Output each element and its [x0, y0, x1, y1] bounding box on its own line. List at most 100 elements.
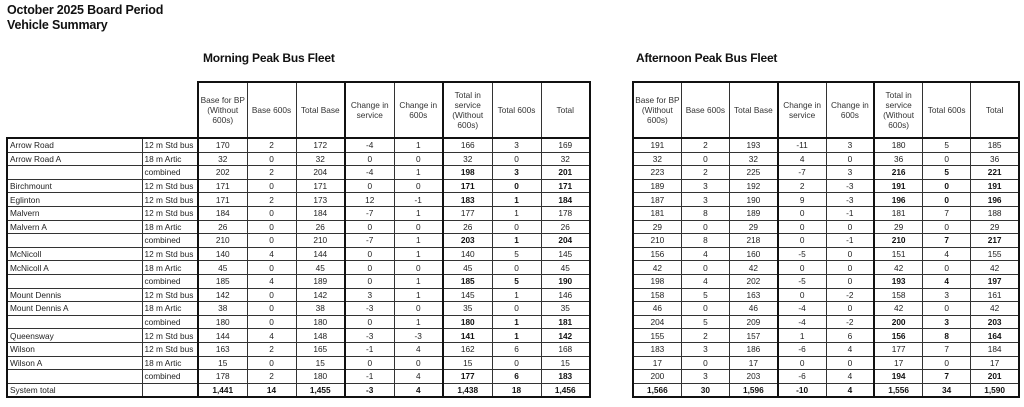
- cell-total-base: 15: [295, 355, 346, 371]
- cell-total-base: 189: [728, 205, 779, 221]
- cell-total-in-service-without-600s: 15: [442, 355, 493, 371]
- cell-change-in-600s: 3: [825, 165, 875, 180]
- cell-total-base: 17: [728, 355, 779, 371]
- cell-base-for-bp-without-600s: 183: [631, 341, 682, 357]
- cell-base-600s: 0: [680, 151, 731, 167]
- cell-change-in-600s: 4: [393, 369, 444, 384]
- cell-base-600s: 2: [246, 192, 297, 207]
- cell-change-in-600s: 0: [825, 273, 875, 289]
- depot-name: Wilson: [6, 341, 143, 357]
- cell-total: 36: [970, 151, 1021, 167]
- cell-change-in-service: -4: [344, 165, 395, 180]
- cell-base-for-bp-without-600s: 46: [631, 301, 682, 316]
- cell-total: 201: [970, 369, 1021, 384]
- vehicle-type: combined: [141, 165, 199, 180]
- vehicle-type: 18 m Artic: [141, 151, 199, 167]
- cell-total-base: 202: [728, 273, 779, 289]
- cell-total-600s: 1: [491, 287, 542, 303]
- cell-change-in-service: 0: [776, 205, 827, 221]
- report-title: October 2025 Board Period Vehicle Summar…: [7, 3, 163, 33]
- cell-change-in-service: 9: [776, 192, 827, 207]
- table-row: 42 0 42 0 0 42 0 42: [631, 260, 1021, 275]
- cell-base-600s: 0: [246, 287, 297, 303]
- cell-total-in-service-without-600s: 177: [873, 341, 924, 357]
- cell-total: 1,456: [540, 382, 591, 399]
- cell-base-600s: 8: [680, 233, 731, 248]
- cell-change-in-600s: -1: [825, 205, 875, 221]
- cell-change-in-600s: 4: [393, 382, 444, 399]
- cell-total: 178: [540, 205, 591, 221]
- table-row: Malvern A 18 m Artic 26 0 26 0 0 26 0 26: [6, 219, 591, 235]
- cell-base-600s: 2: [246, 136, 297, 153]
- cell-total: 169: [540, 136, 591, 153]
- cell-total-in-service-without-600s: 141: [442, 328, 493, 343]
- cell-total-base: 184: [295, 205, 346, 221]
- vehicle-type: combined: [141, 273, 199, 289]
- cell-base-for-bp-without-600s: 32: [631, 151, 682, 167]
- cell-base-for-bp-without-600s: 1,441: [197, 382, 248, 399]
- depot-name: [6, 369, 143, 384]
- cell-base-for-bp-without-600s: 140: [197, 246, 248, 262]
- cell-change-in-service: 4: [776, 151, 827, 167]
- cell-total-base: 186: [728, 341, 779, 357]
- depot-name: Arrow Road: [6, 136, 143, 153]
- cell-total: 168: [540, 341, 591, 357]
- cell-total-in-service-without-600s: 35: [442, 301, 493, 316]
- column-header: Total 600s: [491, 81, 542, 139]
- cell-total-600s: 8: [921, 328, 972, 343]
- cell-change-in-600s: 0: [825, 301, 875, 316]
- cell-change-in-600s: 0: [825, 355, 875, 371]
- cell-change-in-service: 0: [344, 355, 395, 371]
- cell-total-in-service-without-600s: 32: [442, 151, 493, 167]
- cell-change-in-service: -1: [344, 341, 395, 357]
- cell-total-in-service-without-600s: 216: [873, 165, 924, 180]
- cell-base-for-bp-without-600s: 180: [197, 314, 248, 330]
- cell-total-600s: 3: [921, 314, 972, 330]
- table-row: Birchmount 12 m Std bus 171 0 171 0 0 171 0 171: [6, 178, 591, 194]
- table-row: McNicoll A 18 m Artic 45 0 45 0 0 45 0 45: [6, 260, 591, 275]
- cell-total: 17: [970, 355, 1021, 371]
- table-row: Arrow Road 12 m Std bus 170 2 172 -4 1 166 3 169: [6, 136, 591, 153]
- cell-total-600s: 6: [491, 341, 542, 357]
- cell-base-for-bp-without-600s: 210: [197, 233, 248, 248]
- cell-total-base: 180: [295, 314, 346, 330]
- cell-base-for-bp-without-600s: 170: [197, 136, 248, 153]
- cell-total-600s: 0: [491, 219, 542, 235]
- cell-total: 29: [970, 219, 1021, 235]
- cell-change-in-600s: 4: [825, 369, 875, 384]
- cell-total-in-service-without-600s: 26: [442, 219, 493, 235]
- vehicle-type: 18 m Artic: [141, 219, 199, 235]
- cell-base-for-bp-without-600s: 204: [631, 314, 682, 330]
- cell-total: 204: [540, 233, 591, 248]
- cell-base-for-bp-without-600s: 32: [197, 151, 248, 167]
- table-row: 17 0 17 0 0 17 0 17: [631, 355, 1021, 371]
- table-row: 187 3 190 9 -3 196 0 196: [631, 192, 1021, 207]
- cell-base-600s: 0: [246, 205, 297, 221]
- cell-change-in-600s: 1: [393, 273, 444, 289]
- cell-base-for-bp-without-600s: 189: [631, 178, 682, 194]
- cell-change-in-600s: -1: [393, 192, 444, 207]
- cell-total-in-service-without-600s: 17: [873, 355, 924, 371]
- vehicle-type: 12 m Std bus: [141, 178, 199, 194]
- cell-total-600s: 1: [491, 233, 542, 248]
- cell-total-base: 204: [295, 165, 346, 180]
- cell-total: 45: [540, 260, 591, 275]
- cell-change-in-service: -7: [344, 205, 395, 221]
- cell-total-base: 218: [728, 233, 779, 248]
- cell-total-in-service-without-600s: 196: [873, 192, 924, 207]
- cell-base-600s: 30: [680, 382, 731, 399]
- cell-change-in-600s: 0: [825, 246, 875, 262]
- cell-total-600s: 0: [491, 355, 542, 371]
- cell-total: 184: [970, 341, 1021, 357]
- cell-total: 161: [970, 287, 1021, 303]
- cell-total: 145: [540, 246, 591, 262]
- depot-name: [6, 273, 143, 289]
- cell-change-in-service: 0: [344, 273, 395, 289]
- cell-base-600s: 8: [680, 205, 731, 221]
- cell-total-600s: 7: [921, 369, 972, 384]
- cell-base-600s: 0: [246, 260, 297, 275]
- cell-total-in-service-without-600s: 171: [442, 178, 493, 194]
- cell-change-in-600s: 0: [393, 151, 444, 167]
- cell-base-for-bp-without-600s: 181: [631, 205, 682, 221]
- cell-total: 184: [540, 192, 591, 207]
